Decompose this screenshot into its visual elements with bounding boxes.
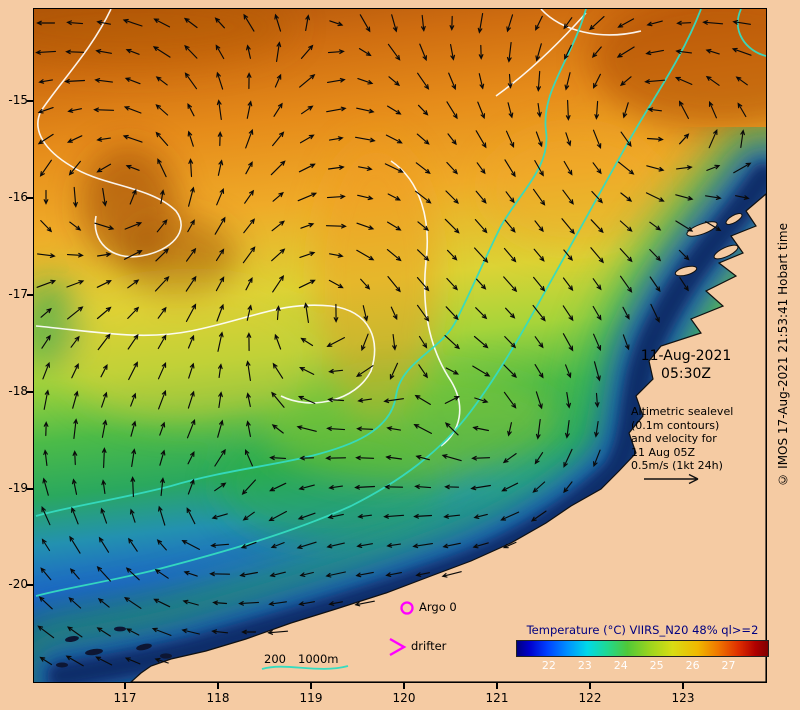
argo-marker-icon: [400, 601, 414, 615]
lon-tick-label: 122: [578, 691, 602, 705]
axis-tick: [589, 683, 591, 689]
axis-tick: [496, 683, 498, 689]
lat-tick-label: -15: [8, 93, 28, 107]
axis-tick: [682, 683, 684, 689]
note-line: 0.5m/s (1kt 24h): [631, 459, 723, 472]
isobath-legend-line: [261, 665, 349, 670]
lat-tick-label: -20: [8, 577, 28, 591]
datetime-time: 05:30Z: [661, 366, 711, 382]
colorbar-tick: 23: [577, 659, 592, 672]
colorbar-tick: 25: [649, 659, 664, 672]
argo-legend-label: Argo 0: [419, 600, 457, 614]
colorbar-title: Temperature (°C) VIIRS_N20 48% ql>=2: [526, 623, 759, 637]
lon-tick-label: 120: [392, 691, 416, 705]
land-australia: [130, 193, 766, 682]
note-line: 11 Aug 05Z: [631, 445, 696, 459]
axis-tick: [217, 683, 219, 689]
lon-tick-label: 117: [113, 691, 137, 705]
datetime-date: 11-Aug-2021: [640, 348, 732, 364]
lat-tick-label: -17: [8, 287, 28, 301]
credit-column: © IMOS 17-Aug-2021 21:53:41 Hobart time: [770, 0, 796, 710]
lat-tick-label: -19: [8, 481, 28, 495]
axis-tick: [403, 683, 405, 689]
colorbar-tick: 26: [685, 659, 700, 672]
temperature-colorbar: Temperature (°C) VIIRS_N20 48% ql>=2 22 …: [516, 623, 769, 673]
axis-tick: [27, 100, 33, 102]
note-line: (0.1m contours): [631, 418, 720, 432]
axis-tick: [27, 584, 33, 586]
lon-tick-label: 119: [299, 691, 323, 705]
axis-tick: [124, 683, 126, 689]
colorbar-tick: 27: [721, 659, 736, 672]
map-plot: 11-Aug-2021 05:30Z Altimetric sealevel (…: [33, 8, 769, 683]
lat-tick-label: -16: [8, 190, 28, 204]
axis-tick: [27, 488, 33, 490]
isobath-200-label: 200: [264, 652, 286, 666]
colorbar-tick-row: 22 23 24 25 26 27: [516, 659, 769, 673]
lat-tick-label: -18: [8, 384, 28, 398]
axis-tick: [27, 391, 33, 393]
map-canvas: [34, 9, 766, 682]
lon-tick-label: 123: [671, 691, 695, 705]
colorbar-tick: 22: [541, 659, 556, 672]
axis-tick: [310, 683, 312, 689]
method-note: Altimetric sealevel (0.1m contours) and …: [631, 405, 771, 473]
lon-tick-label: 118: [206, 691, 230, 705]
datetime-annotation: 11-Aug-2021 05:30Z: [611, 347, 761, 383]
isobath-contours: [35, 9, 766, 597]
note-line: Altimetric sealevel: [631, 405, 734, 418]
islets-archipelago: [674, 213, 743, 277]
credit-text: © IMOS 17-Aug-2021 21:53:41 Hobart time: [776, 223, 790, 487]
drifter-legend-label: drifter: [411, 639, 447, 653]
drifter-marker-icon: [389, 637, 407, 657]
colorbar-gradient: [516, 640, 769, 657]
velocity-vectors: [35, 13, 752, 667]
isobath-1000-label: 1000m: [298, 652, 339, 666]
islands-bottom-left: [56, 626, 172, 668]
colorbar-tick: 24: [613, 659, 628, 672]
velocity-scale-arrow-icon: [644, 473, 699, 485]
note-line: and velocity for: [631, 432, 717, 445]
axis-tick: [27, 294, 33, 296]
lon-tick-label: 121: [485, 691, 509, 705]
axis-tick: [27, 197, 33, 199]
